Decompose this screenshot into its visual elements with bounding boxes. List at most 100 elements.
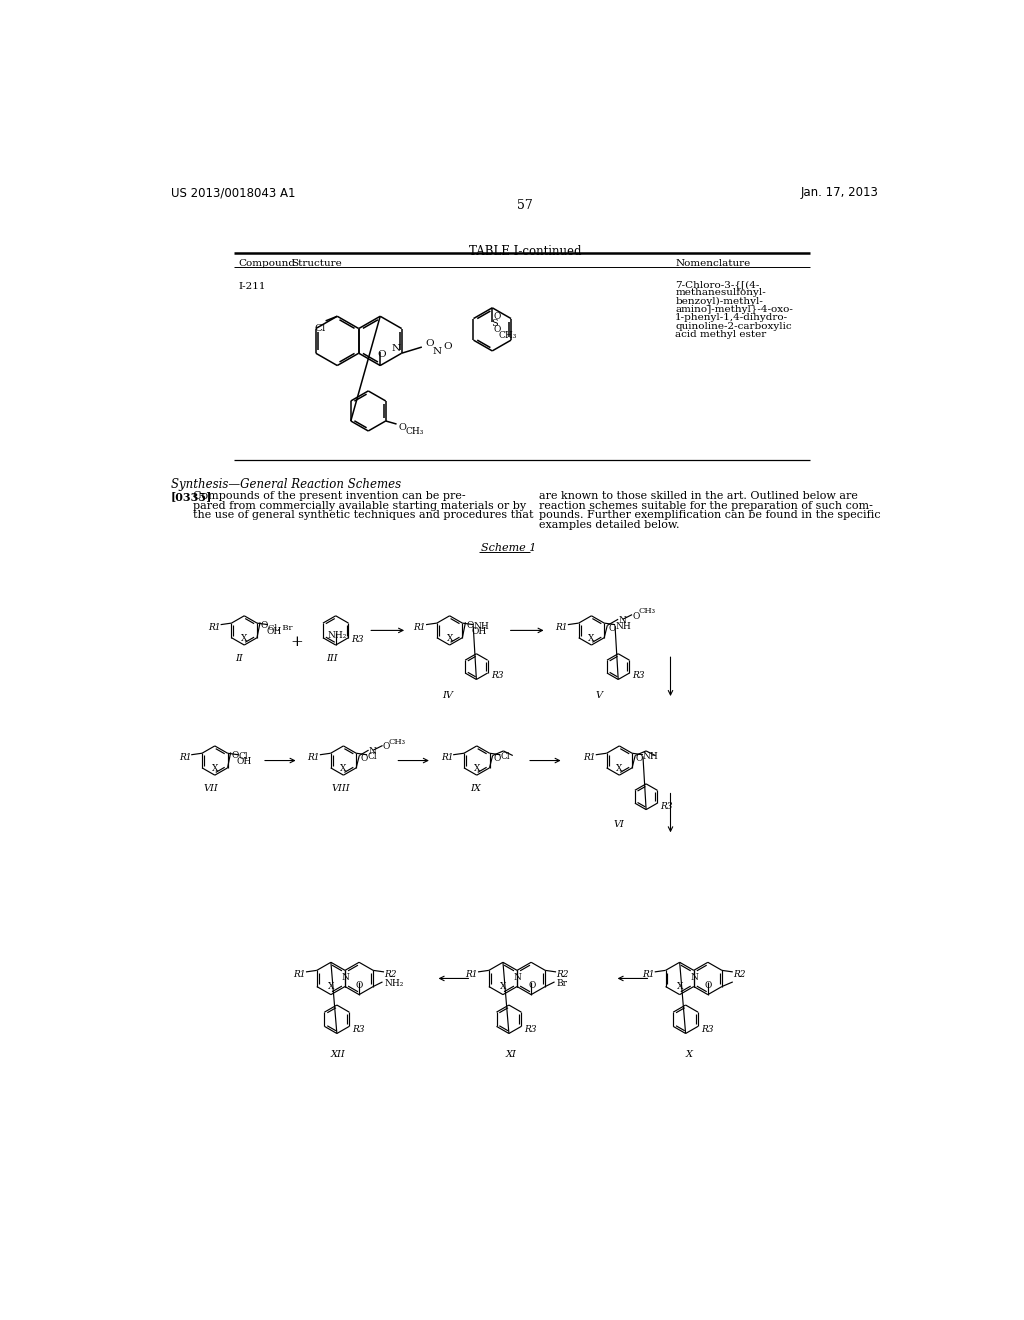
Text: O: O (632, 611, 639, 620)
Text: O: O (377, 350, 386, 359)
Text: VIII: VIII (331, 784, 349, 793)
Text: O: O (231, 751, 239, 760)
Text: Cl: Cl (239, 751, 248, 760)
Text: the use of general synthetic techniques and procedures that: the use of general synthetic techniques … (194, 511, 534, 520)
Text: R3: R3 (701, 1024, 714, 1034)
Text: benzoyl)-methyl-: benzoyl)-methyl- (675, 297, 763, 306)
Text: O: O (705, 981, 712, 990)
Text: I-211: I-211 (238, 281, 265, 290)
Text: N: N (342, 973, 350, 982)
Text: OH: OH (237, 758, 252, 766)
Text: R3: R3 (524, 1024, 537, 1034)
Text: are known to those skilled in the art. Outlined below are: are known to those skilled in the art. O… (539, 491, 858, 502)
Text: O: O (261, 620, 268, 630)
Text: R2: R2 (384, 970, 396, 979)
Text: IX: IX (471, 784, 481, 793)
Text: R1: R1 (584, 754, 596, 762)
Text: examples detailed below.: examples detailed below. (539, 520, 679, 529)
Text: CH₃: CH₃ (389, 738, 406, 746)
Text: 1-phenyl-1,4-dihydro-: 1-phenyl-1,4-dihydro- (675, 313, 788, 322)
Text: X: X (677, 982, 683, 991)
Text: II: II (234, 655, 243, 663)
Text: XII: XII (331, 1051, 345, 1059)
Text: R1: R1 (555, 623, 568, 632)
Text: NH: NH (473, 622, 489, 631)
Text: R3: R3 (633, 672, 645, 681)
Text: S: S (490, 318, 498, 327)
Text: O: O (528, 981, 536, 990)
Text: Cl, Br: Cl, Br (268, 623, 293, 631)
Text: R3: R3 (660, 801, 673, 810)
Text: O: O (443, 342, 453, 351)
Text: O: O (494, 313, 501, 321)
Text: methanesulfonyl-: methanesulfonyl- (675, 288, 766, 297)
Text: R3: R3 (352, 1024, 365, 1034)
Text: TABLE I-continued: TABLE I-continued (469, 244, 581, 257)
Text: O: O (636, 754, 643, 763)
Text: O: O (360, 754, 368, 763)
Text: N: N (433, 347, 441, 356)
Text: Nomenclature: Nomenclature (675, 259, 751, 268)
Text: R2: R2 (733, 970, 745, 979)
Text: R1: R1 (294, 970, 306, 979)
Text: NH₂: NH₂ (384, 979, 403, 987)
Text: Scheme 1: Scheme 1 (480, 544, 536, 553)
Text: VI: VI (613, 820, 624, 829)
Text: O: O (425, 339, 433, 348)
Text: X: X (474, 764, 480, 774)
Text: pared from commercially available starting materials or by: pared from commercially available starti… (194, 500, 526, 511)
Text: Cl: Cl (367, 751, 377, 760)
Text: CH₃: CH₃ (499, 331, 517, 339)
Text: R2: R2 (556, 970, 568, 979)
Text: 7-Chloro-3-{[(4-: 7-Chloro-3-{[(4- (675, 280, 760, 289)
Text: Synthesis—General Reaction Schemes: Synthesis—General Reaction Schemes (171, 478, 400, 491)
Text: NH: NH (615, 622, 631, 631)
Text: X: X (241, 635, 248, 643)
Text: R1: R1 (466, 970, 478, 979)
Text: III: III (327, 655, 338, 663)
Text: R3: R3 (490, 672, 503, 681)
Text: R1: R1 (208, 623, 221, 632)
Text: Br: Br (556, 979, 567, 987)
Text: O: O (608, 624, 615, 632)
Text: NH₂: NH₂ (328, 631, 347, 640)
Text: O: O (356, 981, 364, 990)
Text: X: X (212, 764, 218, 774)
Text: O: O (494, 754, 501, 763)
Text: O: O (466, 620, 474, 630)
Text: [0335]: [0335] (171, 491, 212, 502)
Text: R1: R1 (440, 754, 454, 762)
Text: Compound: Compound (238, 259, 295, 268)
Text: V: V (596, 692, 603, 700)
Text: R1: R1 (307, 754, 319, 762)
Text: X: X (686, 1051, 692, 1059)
Text: acid methyl ester: acid methyl ester (675, 330, 766, 339)
Text: IV: IV (442, 692, 453, 700)
Text: Cl: Cl (501, 751, 510, 760)
Text: Cl: Cl (314, 323, 326, 333)
Text: pounds. Further exemplification can be found in the specific: pounds. Further exemplification can be f… (539, 511, 881, 520)
Text: X: X (500, 982, 506, 991)
Text: O: O (398, 422, 406, 432)
Text: O: O (383, 742, 390, 751)
Text: X: X (616, 764, 623, 774)
Text: US 2013/0018043 A1: US 2013/0018043 A1 (171, 186, 295, 199)
Text: amino]-methyl}-4-oxo-: amino]-methyl}-4-oxo- (675, 305, 793, 314)
Text: reaction schemes suitable for the preparation of such com-: reaction schemes suitable for the prepar… (539, 500, 872, 511)
Text: N: N (391, 345, 400, 352)
Text: R1: R1 (179, 754, 191, 762)
Text: +: + (291, 635, 303, 649)
Text: N: N (618, 616, 626, 626)
Text: XI: XI (506, 1051, 517, 1059)
Text: 57: 57 (517, 199, 532, 213)
Text: VII: VII (204, 784, 219, 793)
Text: N: N (369, 747, 377, 756)
Text: X: X (589, 635, 595, 643)
Text: N: N (690, 973, 698, 982)
Text: R3: R3 (351, 635, 365, 644)
Text: X: X (340, 764, 347, 774)
Text: N: N (514, 973, 522, 982)
Text: X: X (328, 982, 334, 991)
Text: CH₃: CH₃ (406, 428, 424, 436)
Text: NH: NH (643, 751, 658, 760)
